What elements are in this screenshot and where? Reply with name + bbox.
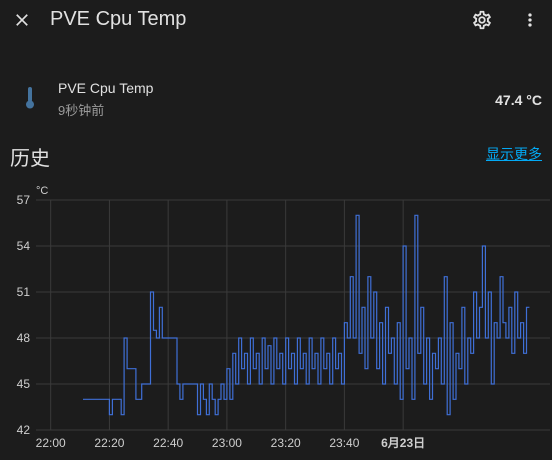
y-tick-label: 57 — [17, 193, 31, 207]
history-chart-svg: °C 42 45 48 51 54 57 22:00 22:20 22:40 23:00 23:2… — [17, 185, 550, 450]
dialog-header: PVE Cpu Temp — [0, 0, 552, 42]
gear-icon — [473, 10, 491, 30]
y-tick-label: 54 — [17, 239, 31, 253]
history-chart: °C 42 45 48 51 54 57 22:00 22:20 22:40 23:00 23:2… — [0, 178, 552, 460]
history-title: 历史 — [10, 148, 50, 170]
series-line — [83, 214, 530, 416]
x-tick-label: 23:00 — [212, 436, 242, 450]
y-axis-unit-label: °C — [36, 185, 48, 197]
entity-row: PVE Cpu Temp 9秒钟前 47.4 °C — [0, 76, 552, 120]
show-more-link[interactable]: 显示更多 — [486, 146, 542, 162]
more-options-button[interactable] — [514, 4, 546, 36]
y-tick-label: 45 — [17, 377, 31, 391]
x-tick-label: 22:40 — [153, 436, 183, 450]
close-button[interactable] — [6, 4, 38, 36]
close-icon — [16, 14, 28, 26]
x-tick-label: 23:40 — [329, 436, 359, 450]
x-tick-label: 23:20 — [271, 436, 301, 450]
thermometer-icon — [26, 87, 34, 109]
entity-name: PVE Cpu Temp — [58, 80, 154, 96]
x-tick-label: 22:20 — [94, 436, 124, 450]
dots-vertical-icon — [528, 13, 532, 27]
entity-state: 47.4 °C — [495, 92, 542, 108]
entity-last-changed: 9秒钟前 — [58, 103, 105, 118]
y-tick-label: 51 — [17, 285, 31, 299]
y-tick-label: 42 — [17, 423, 31, 437]
x-tick-label: 6月23日 — [381, 436, 425, 450]
settings-button[interactable] — [466, 4, 498, 36]
dialog-title: PVE Cpu Temp — [50, 8, 187, 30]
y-tick-label: 48 — [17, 331, 31, 345]
x-tick-label: 22:00 — [36, 436, 66, 450]
